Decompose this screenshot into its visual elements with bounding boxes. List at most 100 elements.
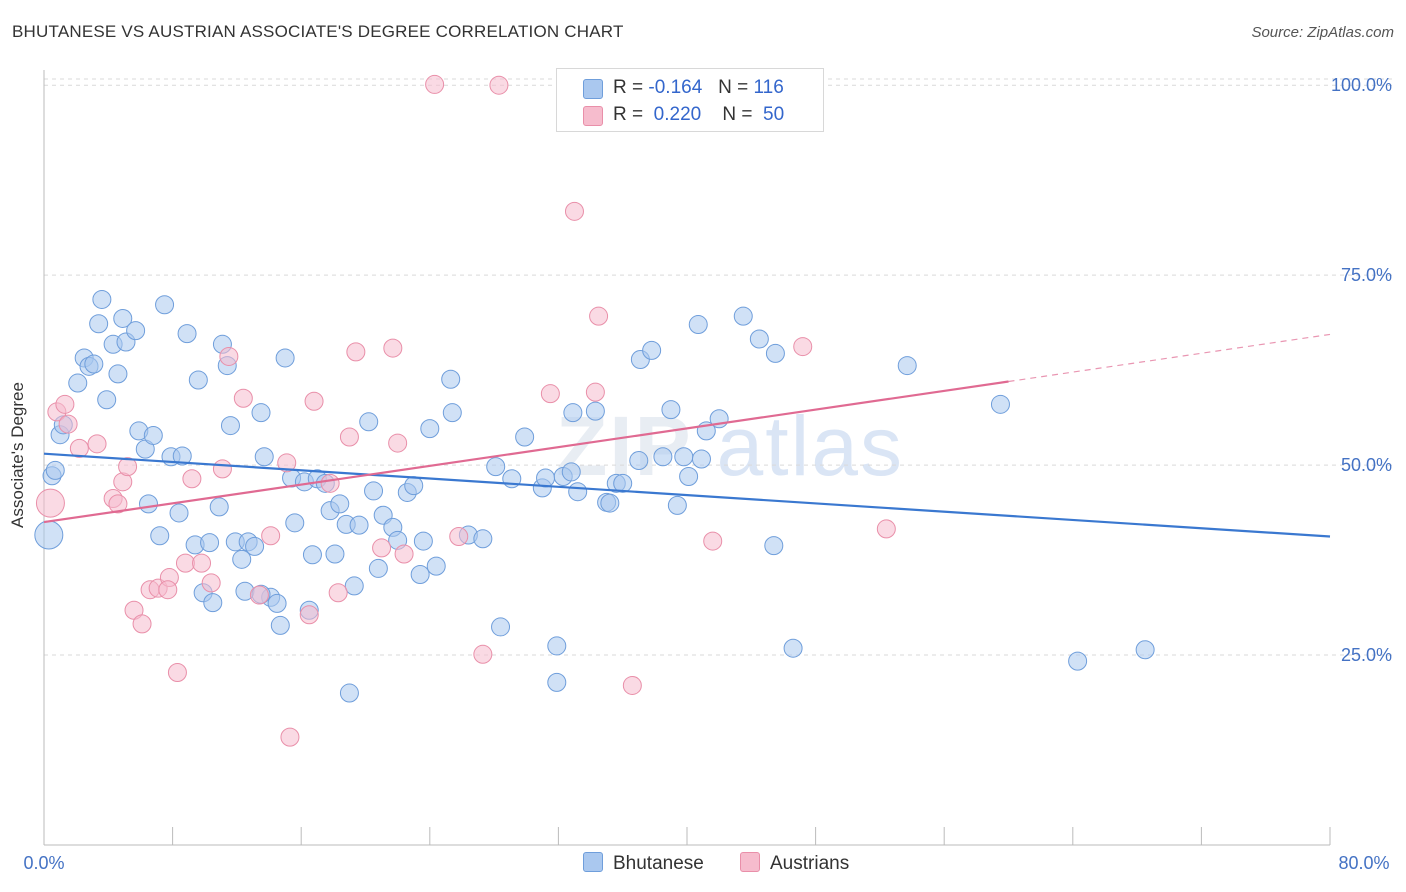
bhutanese-point [410,565,430,585]
bhutanese-point [45,460,65,480]
austrians-point [118,457,138,477]
bhutanese-point [547,672,567,692]
austrians-point [69,438,89,458]
austrians-point [449,527,469,547]
bhutanese-point [200,533,220,553]
austrians-point [192,553,212,573]
bhutanese-point [138,494,158,514]
bhutanese-point [330,494,350,514]
bhutanese-point [113,308,133,328]
austrians-point [328,583,348,603]
bhutanese-point [344,576,364,596]
austrians-point [261,526,281,546]
bhutanese-point [642,340,662,360]
y-tick-label: 75.0% [1341,265,1392,285]
austrians-point [589,306,609,326]
bhutanese-point [749,329,769,349]
bhutanese-point [897,356,917,376]
austrians-point [540,384,560,404]
bhutanese-point [150,526,170,546]
bhutanese-point [339,683,359,703]
bhutanese-point [177,324,197,344]
bhutanese-point [674,447,694,467]
legend-n-value: 50 [763,104,785,125]
austrians-point [320,473,340,493]
bhutanese-point [563,403,583,423]
austrians-point [473,644,493,664]
legend-n-label: N = [722,104,753,125]
grid-lines [44,78,1392,656]
bhutanese-point [364,481,384,501]
y-tick-label: 100.0% [1331,75,1392,95]
austrians-point [158,580,178,600]
bhutanese-point [764,536,784,556]
bhutanese-point [251,403,271,423]
bhutanese-point [691,449,711,469]
bhutanese-point [733,306,753,326]
bhutanese-point [661,400,681,420]
bhutanese-point [585,401,605,421]
bhutanese-point [267,593,287,613]
bhutanese-point [990,394,1010,414]
austrians-point [564,201,584,221]
legend-r-label: R = [613,104,644,125]
correlation-legend: R = -0.164 N = 116 R = 0.220 N = 50 [556,68,824,132]
bhutanese-point [232,549,252,569]
bhutanese-point [426,556,446,576]
bhutanese-point [420,419,440,439]
austrians-point [489,75,509,95]
austrians-point [383,338,403,358]
austrians-point [201,573,221,593]
bhutanese-point [667,495,687,515]
source-label: Source: ZipAtlas.com [1251,24,1394,41]
bhutanese-point [275,348,295,368]
y-tick-label: 25.0% [1341,645,1392,665]
austrians-point [425,74,445,94]
austrians-point [394,544,414,564]
bhutanese-point [515,427,535,447]
austrians-point [622,675,642,695]
austrians-point [346,342,366,362]
bhutanese-point [349,515,369,535]
austrians-trend-extension [1008,333,1331,383]
bhutanese-point [629,451,649,471]
bhutanese-point [561,462,581,482]
bhutanese-point [92,289,112,309]
bhutanese-point [1068,651,1088,671]
bhutanese-point [169,503,189,523]
legend-swatch-blue [583,79,603,99]
bhutanese-point [441,369,461,389]
legend-n-value: 116 [753,77,784,98]
legend-n-label: N = [718,77,749,98]
austrians-point [87,434,107,454]
bhutanese-point [220,416,240,436]
x-tick-label: 80.0% [1338,853,1389,873]
tick-labels: 25.0% 50.0% 75.0% 100.0% 0.0% 80.0% [23,75,1392,873]
bhutanese-point [254,447,274,467]
austrians-point [55,394,75,414]
legend-swatch-pink [583,106,603,126]
bottom-legend-swatch-pink [740,852,760,872]
bottom-legend-label: Austrians [770,853,850,874]
bhutanese-point [270,615,290,635]
bhutanese-point [765,343,785,363]
bhutanese-point [245,536,265,556]
legend-r-value: 0.220 [653,104,702,125]
bottom-legend-swatch-blue [583,852,603,872]
bhutanese-point [209,497,229,517]
bhutanese-trend-line [43,452,1331,538]
bhutanese-point [491,617,511,637]
bhutanese-point [404,476,424,496]
bhutanese-point [285,513,305,533]
bhutanese-point [155,295,175,315]
bhutanese-point [126,321,146,341]
bhutanese-point [547,636,567,656]
bhutanese-point [600,493,620,513]
bhutanese-point [536,468,556,488]
bhutanese-point [1135,640,1155,660]
bhutanese-point [359,412,379,432]
bhutanese-point [89,314,109,334]
bhutanese-point [368,558,388,578]
austrians-point [108,494,128,514]
bhutanese-point [568,482,588,502]
